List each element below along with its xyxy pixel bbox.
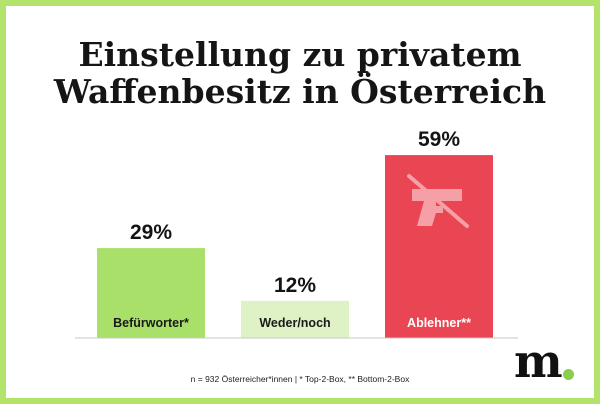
bar-weder-noch <box>241 300 349 338</box>
sample-footnote: n = 932 Österreicher*innen | * Top-2-Box… <box>190 374 410 384</box>
crossed-out-gun-icon <box>407 174 469 228</box>
category-label-ablehner: Ablehner** <box>407 316 471 330</box>
value-label-befuerworter: 29% <box>130 221 172 244</box>
strike-through-line <box>407 174 469 228</box>
gun-shape <box>412 189 462 226</box>
category-label-befuerworter: Befürworter* <box>113 316 189 330</box>
brand-logo: m <box>514 334 563 388</box>
value-label-weder-noch: 12% <box>274 274 316 297</box>
title-line-2: Waffenbesitz in Österreich <box>53 72 547 111</box>
brand-logo-dot <box>563 369 574 380</box>
bar-ablehner <box>385 155 493 338</box>
title-line-1: Einstellung zu privatem <box>78 35 522 74</box>
value-label-ablehner: 59% <box>418 128 460 151</box>
chart-title: Einstellung zu privatem Waffenbesitz in … <box>0 36 600 110</box>
bar-befuerworter <box>97 248 205 338</box>
category-label-weder-noch: Weder/noch <box>259 316 330 330</box>
